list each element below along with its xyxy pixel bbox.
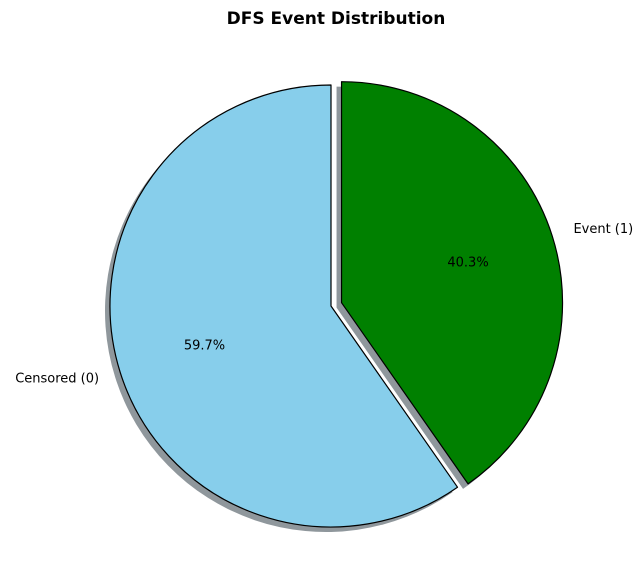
pct-label-censored-0: 59.7% [184,338,225,353]
slice-label-censored-0: Censored (0) [15,371,99,386]
slice-label-event-1: Event (1) [573,222,633,237]
pie-slice-event-1 [340,81,564,485]
chart-title: DFS Event Distribution [227,9,446,29]
pct-label-event-1: 40.3% [447,255,488,270]
pie-slice-censored-0 [109,84,459,528]
pie-labels: Censored (0) 59.7% Event (1) 40.3% [15,222,633,386]
pie-slices [109,81,564,528]
